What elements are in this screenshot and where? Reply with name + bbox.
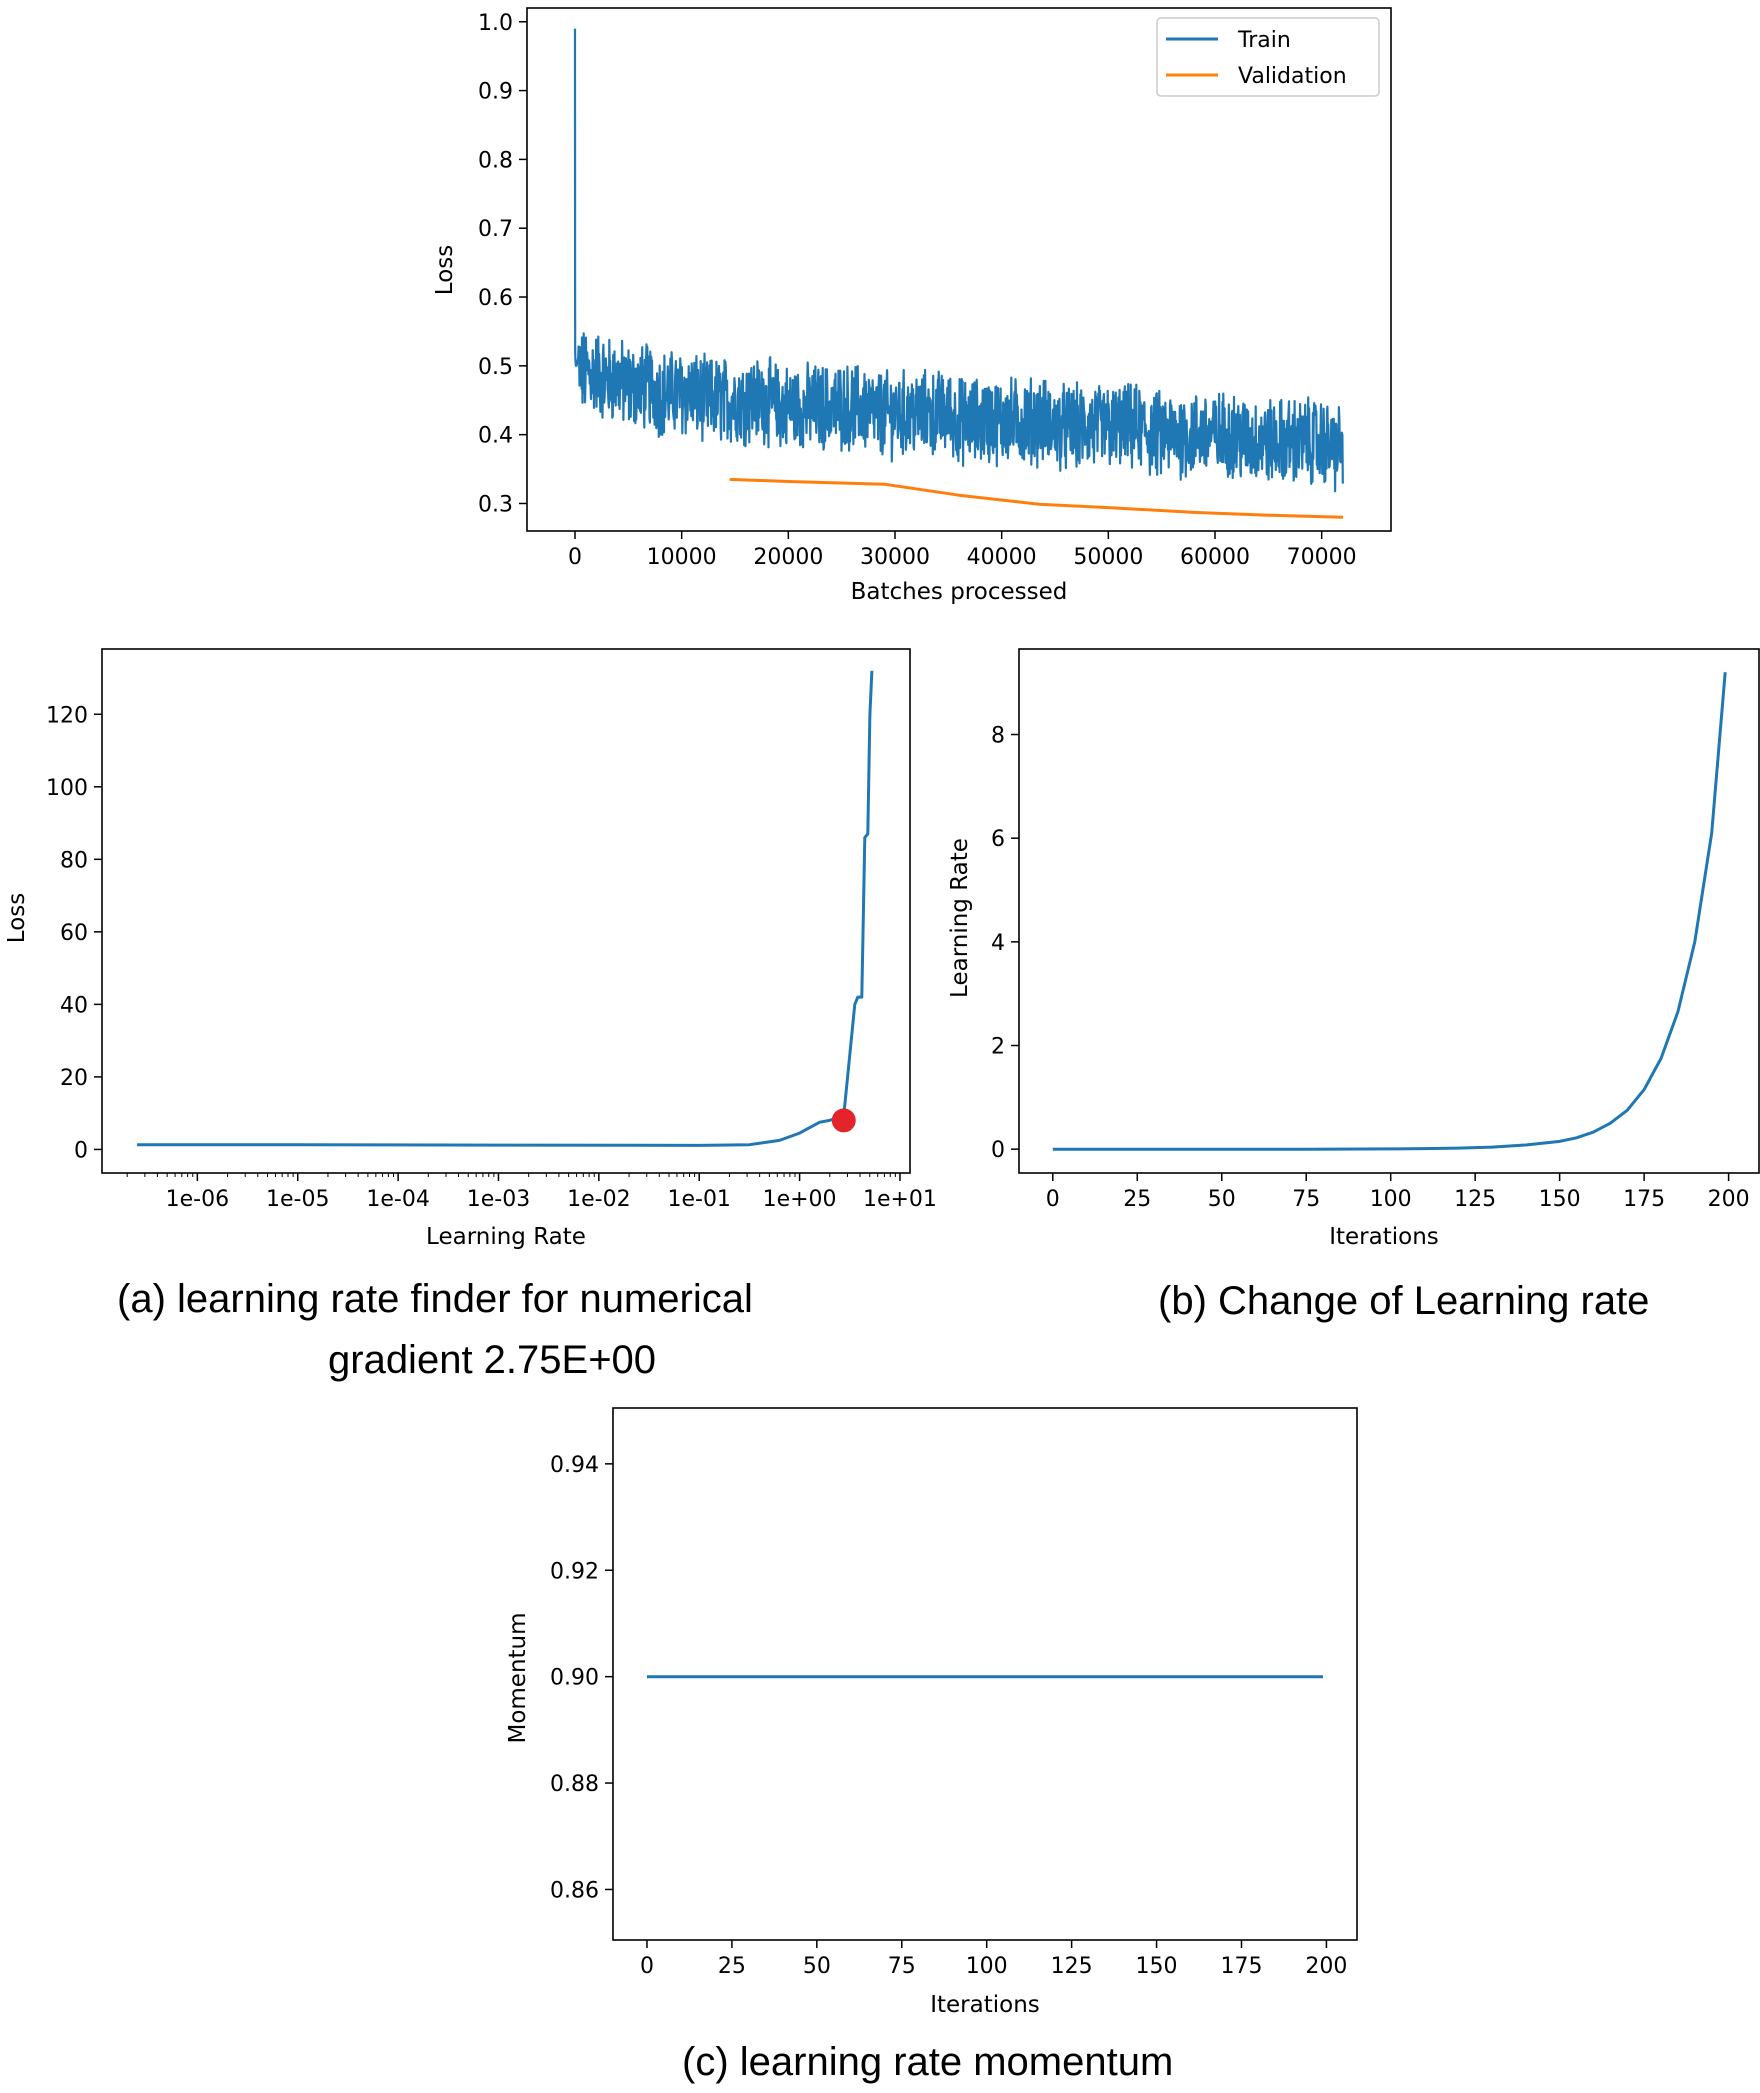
top-legend: Train Validation [1156, 17, 1380, 97]
b-x-tick-label: 175 [1623, 1187, 1665, 1212]
caption-b: (b) Change of Learning rate [1158, 1279, 1649, 1323]
a-y-ticks: 0 20 40 60 80 100 120 [46, 703, 102, 1163]
top-y-tick-label: 0.5 [478, 355, 513, 380]
c-x-tick-label: 200 [1305, 1954, 1347, 1979]
legend-validation-label: Validation [1238, 64, 1347, 89]
top-y-tick-label: 0.6 [478, 286, 513, 311]
top-y-tick-label: 0.9 [478, 80, 513, 105]
top-x-tick-label: 60000 [1180, 545, 1250, 570]
c-y-tick-label: 0.86 [550, 1878, 599, 1903]
a-x-axis-label: Learning Rate [426, 1224, 586, 1250]
a-suggested-lr-marker [831, 1108, 856, 1133]
a-y-tick-label: 80 [60, 848, 88, 873]
b-x-tick-label: 50 [1208, 1187, 1236, 1212]
a-plot-frame [101, 648, 911, 1174]
b-series-0-line [1052, 672, 1727, 1151]
top-data-marks [573, 28, 1344, 519]
top-x-axis-label: Batches processed [851, 579, 1068, 605]
top-x-tick-label: 50000 [1073, 545, 1143, 570]
lr-finder-chart: 1e-06 1e-05 1e-04 1e-03 1e-02 1e-01 1e+00 1e+01… [4, 648, 937, 1250]
b-x-tick-label: 25 [1123, 1187, 1151, 1212]
c-x-tick-label: 50 [803, 1954, 831, 1979]
b-x-tick-label: 100 [1370, 1187, 1412, 1212]
a-x-tick-label: 1e+01 [863, 1187, 937, 1212]
c-x-tick-label: 175 [1220, 1954, 1262, 1979]
a-x-ticks: 1e-06 1e-05 1e-04 1e-03 1e-02 1e-01 1e+00 1e+01 [126, 1173, 937, 1212]
a-x-tick-label: 1e-02 [567, 1187, 630, 1212]
top-plot-frame [526, 7, 1392, 532]
a-x-tick-label: 1e-05 [266, 1187, 329, 1212]
b-x-axis-label: Iterations [1329, 1224, 1439, 1250]
a-y-axis-label: Loss [4, 893, 30, 943]
b-y-tick-label: 0 [991, 1138, 1005, 1163]
top-series-0-line [573, 28, 1344, 493]
b-y-ticks: 0 2 4 6 8 [991, 724, 1019, 1163]
b-y-tick-label: 8 [991, 724, 1005, 749]
a-x-tick-label: 1e-04 [366, 1187, 429, 1212]
a-x-tick-label: 1e+00 [763, 1187, 837, 1212]
b-x-tick-label: 150 [1539, 1187, 1581, 1212]
a-x-tick-label: 1e-01 [667, 1187, 730, 1212]
a-x-tick-label: 1e-06 [166, 1187, 229, 1212]
b-x-ticks: 0 25 50 75 100 125 150 175 200 [1046, 1173, 1750, 1212]
top-x-tick-label: 20000 [753, 545, 823, 570]
a-y-tick-label: 120 [46, 703, 88, 728]
a-y-tick-label: 100 [46, 776, 88, 801]
top-y-axis-label: Loss [432, 245, 458, 295]
b-data-marks [1052, 672, 1727, 1151]
top-y-tick-label: 1.0 [478, 11, 513, 36]
a-x-tick-label: 1e-03 [467, 1187, 530, 1212]
c-x-tick-label: 0 [640, 1954, 654, 1979]
top-y-tick-label: 0.4 [478, 424, 513, 449]
momentum-chart: 0 25 50 75 100 125 150 175 200 0.860.880.900.920… [505, 1407, 1358, 2018]
c-x-ticks: 0 25 50 75 100 125 150 175 200 [640, 1940, 1347, 1979]
b-y-axis-label: Learning Rate [947, 838, 973, 998]
top-x-tick-label: 0 [568, 545, 582, 570]
top-x-tick-label: 10000 [647, 545, 717, 570]
top-x-tick-label: 30000 [860, 545, 930, 570]
top-y-tick-label: 0.7 [478, 217, 513, 242]
a-y-tick-label: 60 [60, 921, 88, 946]
a-data-marks [137, 670, 874, 1147]
b-x-tick-label: 0 [1046, 1187, 1060, 1212]
top-y-ticks: 0.3 0.4 0.5 0.6 0.7 0.8 0.9 1.0 [478, 11, 527, 517]
b-y-tick-label: 4 [991, 931, 1005, 956]
c-x-tick-label: 25 [718, 1954, 746, 1979]
b-x-tick-label: 75 [1292, 1187, 1320, 1212]
a-y-tick-label: 20 [60, 1066, 88, 1091]
caption-a-line2: gradient 2.75E+00 [328, 1338, 656, 1382]
c-x-tick-label: 100 [966, 1954, 1008, 1979]
a-series-0-line [137, 670, 874, 1147]
c-x-tick-label: 125 [1051, 1954, 1093, 1979]
top-x-tick-label: 40000 [967, 545, 1037, 570]
c-plot-frame [612, 1407, 1358, 1941]
b-y-tick-label: 2 [991, 1034, 1005, 1059]
top-y-tick-label: 0.3 [478, 492, 513, 517]
c-x-tick-label: 150 [1136, 1954, 1178, 1979]
c-y-tick-label: 0.94 [550, 1453, 599, 1478]
b-x-tick-label: 125 [1454, 1187, 1496, 1212]
b-x-tick-label: 200 [1708, 1187, 1750, 1212]
legend-train-label: Train [1237, 28, 1291, 53]
b-y-tick-label: 6 [991, 827, 1005, 852]
b-plot-frame [1018, 648, 1760, 1174]
top-series-1-line [729, 477, 1344, 519]
top-x-tick-label: 70000 [1287, 545, 1357, 570]
a-y-tick-label: 40 [60, 993, 88, 1018]
c-x-axis-label: Iterations [930, 1992, 1040, 2018]
c-y-tick-label: 0.90 [550, 1666, 599, 1691]
c-y-tick-label: 0.92 [550, 1559, 599, 1584]
c-x-tick-label: 75 [888, 1954, 916, 1979]
c-y-tick-label: 0.88 [550, 1772, 599, 1797]
caption-c: (c) learning rate momentum [682, 2040, 1173, 2084]
c-y-axis-label: Momentum [505, 1612, 531, 1743]
c-y-ticks: 0.86 0.88 0.90 0.92 0.94 [550, 1453, 613, 1903]
top-loss-chart: 0 10000 20000 30000 40000 50000 60000 70000 0.3… [432, 7, 1392, 605]
top-y-tick-label: 0.8 [478, 148, 513, 173]
a-y-tick-label: 0 [74, 1138, 88, 1163]
top-x-ticks: 0 10000 20000 30000 40000 50000 60000 70000 [568, 531, 1357, 570]
caption-a-line1: (a) learning rate finder for numerical [117, 1277, 753, 1321]
